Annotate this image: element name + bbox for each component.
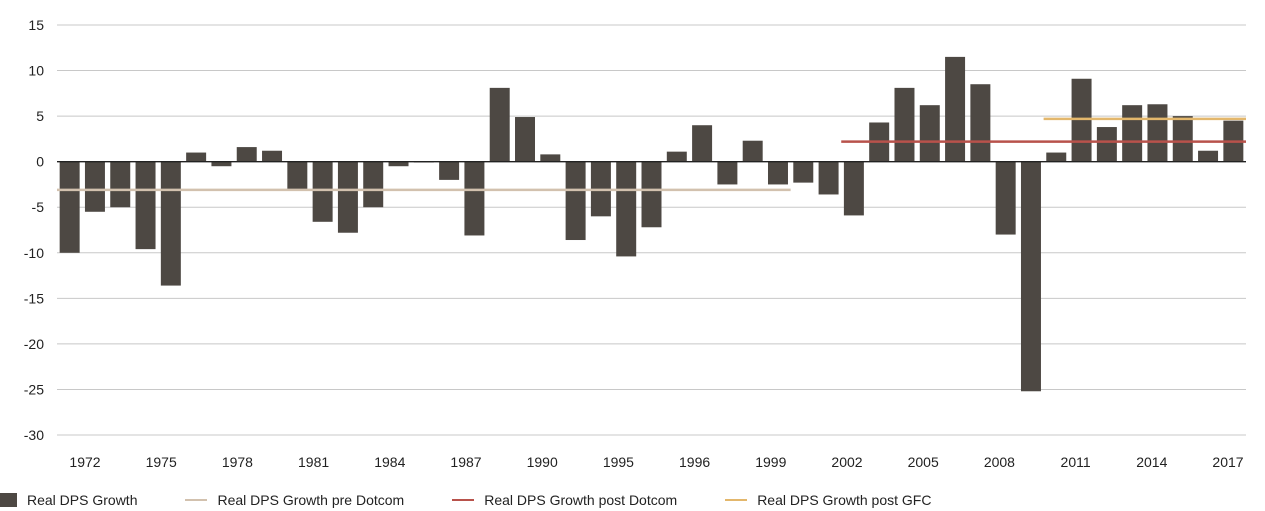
bar [337, 161, 358, 233]
bar [312, 161, 333, 222]
x-tick-label: 1972 [69, 454, 100, 470]
bar [970, 84, 991, 162]
x-tick-label: 1984 [374, 454, 405, 470]
average-lines [57, 117, 1246, 192]
bar [439, 161, 460, 180]
legend-swatch [452, 498, 475, 501]
y-tick-label: 5 [36, 108, 44, 124]
bar-series [59, 56, 1244, 392]
bar [641, 161, 662, 228]
bar [388, 161, 409, 167]
bar [110, 161, 131, 208]
x-tick-label: 2008 [984, 454, 1015, 470]
y-tick-label: -25 [24, 381, 44, 397]
x-tick-label: 2014 [1136, 454, 1167, 470]
legend-item-post-gfc: Real DPS Growth post GFC [725, 492, 931, 508]
bar [59, 161, 80, 253]
x-tick-label: 1987 [450, 454, 481, 470]
legend-swatch [0, 492, 17, 507]
y-axis-ticks: 15 10 5 0 -5 -10 -15 -20 -25 -30 [24, 17, 44, 443]
bar [742, 140, 763, 162]
bar [287, 161, 308, 191]
bar [262, 150, 283, 162]
bar [160, 161, 181, 286]
bar [1198, 150, 1219, 162]
bar [1071, 78, 1092, 162]
bar [489, 87, 510, 162]
x-tick-label: 2005 [908, 454, 939, 470]
bar [84, 161, 105, 212]
bar [186, 152, 207, 162]
bar [565, 161, 586, 241]
bar [135, 161, 156, 250]
bar [1020, 161, 1041, 392]
x-tick-label: 1995 [603, 454, 634, 470]
y-tick-label: -20 [24, 336, 44, 352]
bar [515, 117, 536, 162]
y-tick-label: -15 [24, 290, 44, 306]
bar [894, 87, 915, 162]
x-tick-label: 1981 [298, 454, 329, 470]
bar [995, 161, 1016, 235]
x-tick-label: 1999 [755, 454, 786, 470]
y-tick-label: 10 [28, 63, 44, 79]
legend-label: Real DPS Growth [27, 491, 138, 508]
bar [843, 161, 864, 216]
x-tick-label: 1996 [679, 454, 710, 470]
legend-label: Real DPS Growth post Dotcom [484, 491, 678, 508]
legend-item-pre-dotcom: Real DPS Growth pre Dotcom [185, 492, 404, 508]
bar [1096, 127, 1117, 162]
x-tick-label: 2002 [831, 454, 862, 470]
bar [236, 147, 257, 162]
bar [717, 161, 738, 185]
bar [919, 105, 940, 162]
x-tick-label: 1975 [146, 454, 177, 470]
legend-item-post-dotcom: Real DPS Growth post Dotcom [452, 492, 677, 508]
x-tick-label: 2011 [1061, 454, 1091, 470]
bar [464, 161, 485, 236]
y-tick-label: -30 [24, 427, 44, 443]
chart-plot: 15 10 5 0 -5 -10 -15 -20 -25 -30 1972 1975 1978 1981… [24, 17, 1246, 470]
bar [1172, 116, 1193, 162]
grid-lines [57, 24, 1246, 436]
legend-label: Real DPS Growth post GFC [757, 491, 932, 508]
legend-swatch [185, 498, 208, 501]
bar [818, 161, 839, 195]
bar [945, 56, 966, 162]
y-tick-label: 15 [28, 17, 44, 33]
bar [1046, 152, 1067, 162]
bar [616, 161, 637, 257]
bar [666, 151, 687, 162]
bar [1122, 105, 1143, 162]
bar [540, 154, 561, 162]
legend-swatch [725, 498, 748, 501]
x-tick-label: 1978 [222, 454, 253, 470]
legend-item-real-dps-growth: Real DPS Growth [0, 492, 137, 508]
bar [692, 125, 713, 162]
bar [363, 161, 384, 208]
y-tick-label: 0 [36, 154, 44, 170]
y-tick-label: -5 [32, 199, 45, 215]
y-tick-label: -10 [24, 245, 44, 261]
legend: Real DPS Growth Real DPS Growth pre Dotc… [0, 488, 979, 511]
bar [767, 161, 788, 185]
bar [1147, 104, 1168, 162]
bar [793, 161, 814, 183]
x-axis-ticks: 1972 1975 1978 1981 1984 1987 1990 1995 1996 1999… [69, 454, 1243, 470]
x-tick-label: 2017 [1212, 454, 1243, 470]
bar [211, 161, 232, 167]
x-tick-label: 1990 [527, 454, 558, 470]
legend-label: Real DPS Growth pre Dotcom [217, 491, 405, 508]
